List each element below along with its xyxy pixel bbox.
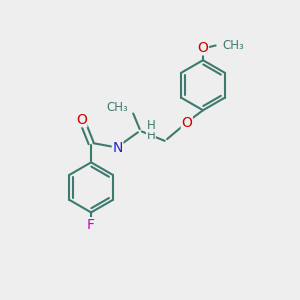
Text: O: O	[182, 116, 192, 130]
Text: O: O	[198, 41, 208, 55]
Text: H: H	[146, 119, 155, 132]
Text: O: O	[76, 113, 87, 127]
Text: CH₃: CH₃	[106, 100, 128, 113]
Text: CH₃: CH₃	[222, 39, 244, 52]
Text: H: H	[146, 129, 155, 142]
Text: F: F	[87, 218, 95, 232]
Text: N: N	[112, 141, 123, 154]
